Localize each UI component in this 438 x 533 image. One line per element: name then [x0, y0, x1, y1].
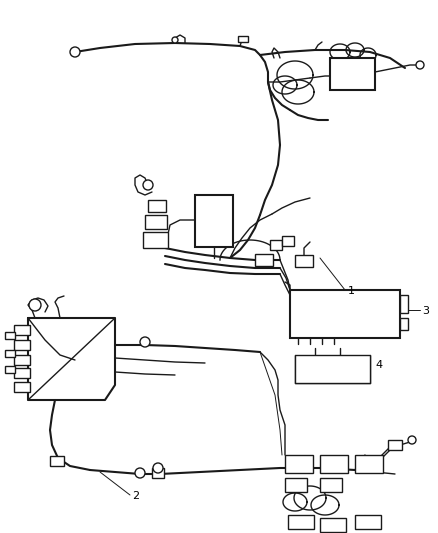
Text: 4: 4	[374, 360, 381, 370]
Bar	[50, 456, 64, 466]
Bar	[319, 518, 345, 532]
Bar	[354, 515, 380, 529]
Bar	[152, 468, 164, 478]
Bar	[5, 366, 15, 373]
Bar	[284, 455, 312, 473]
Bar	[290, 290, 399, 338]
Text: 1: 1	[347, 286, 354, 296]
Bar	[237, 36, 247, 42]
Text: 2: 2	[132, 491, 139, 501]
Circle shape	[415, 61, 423, 69]
Circle shape	[407, 436, 415, 444]
Bar	[284, 478, 306, 492]
Bar	[14, 340, 30, 350]
Bar	[254, 254, 272, 266]
Circle shape	[140, 337, 150, 347]
Circle shape	[153, 463, 162, 473]
Bar	[269, 240, 281, 250]
Bar	[143, 232, 168, 248]
Bar	[294, 355, 369, 383]
Circle shape	[143, 180, 153, 190]
Bar	[14, 368, 30, 378]
Bar	[194, 195, 233, 247]
Bar	[294, 255, 312, 267]
Circle shape	[29, 299, 41, 311]
Bar	[319, 478, 341, 492]
Bar	[281, 236, 293, 246]
Text: 3: 3	[421, 306, 428, 316]
Bar	[14, 355, 30, 365]
Bar	[399, 295, 407, 313]
Bar	[14, 325, 30, 335]
Bar	[5, 332, 15, 339]
Bar	[399, 318, 407, 330]
Bar	[319, 455, 347, 473]
Bar	[148, 200, 166, 212]
Bar	[287, 515, 313, 529]
Bar	[354, 455, 382, 473]
Bar	[145, 215, 166, 229]
Bar	[14, 382, 30, 392]
Bar	[387, 440, 401, 450]
Circle shape	[70, 47, 80, 57]
Bar	[5, 350, 15, 357]
Circle shape	[135, 468, 145, 478]
Circle shape	[172, 37, 177, 43]
Bar	[329, 58, 374, 90]
